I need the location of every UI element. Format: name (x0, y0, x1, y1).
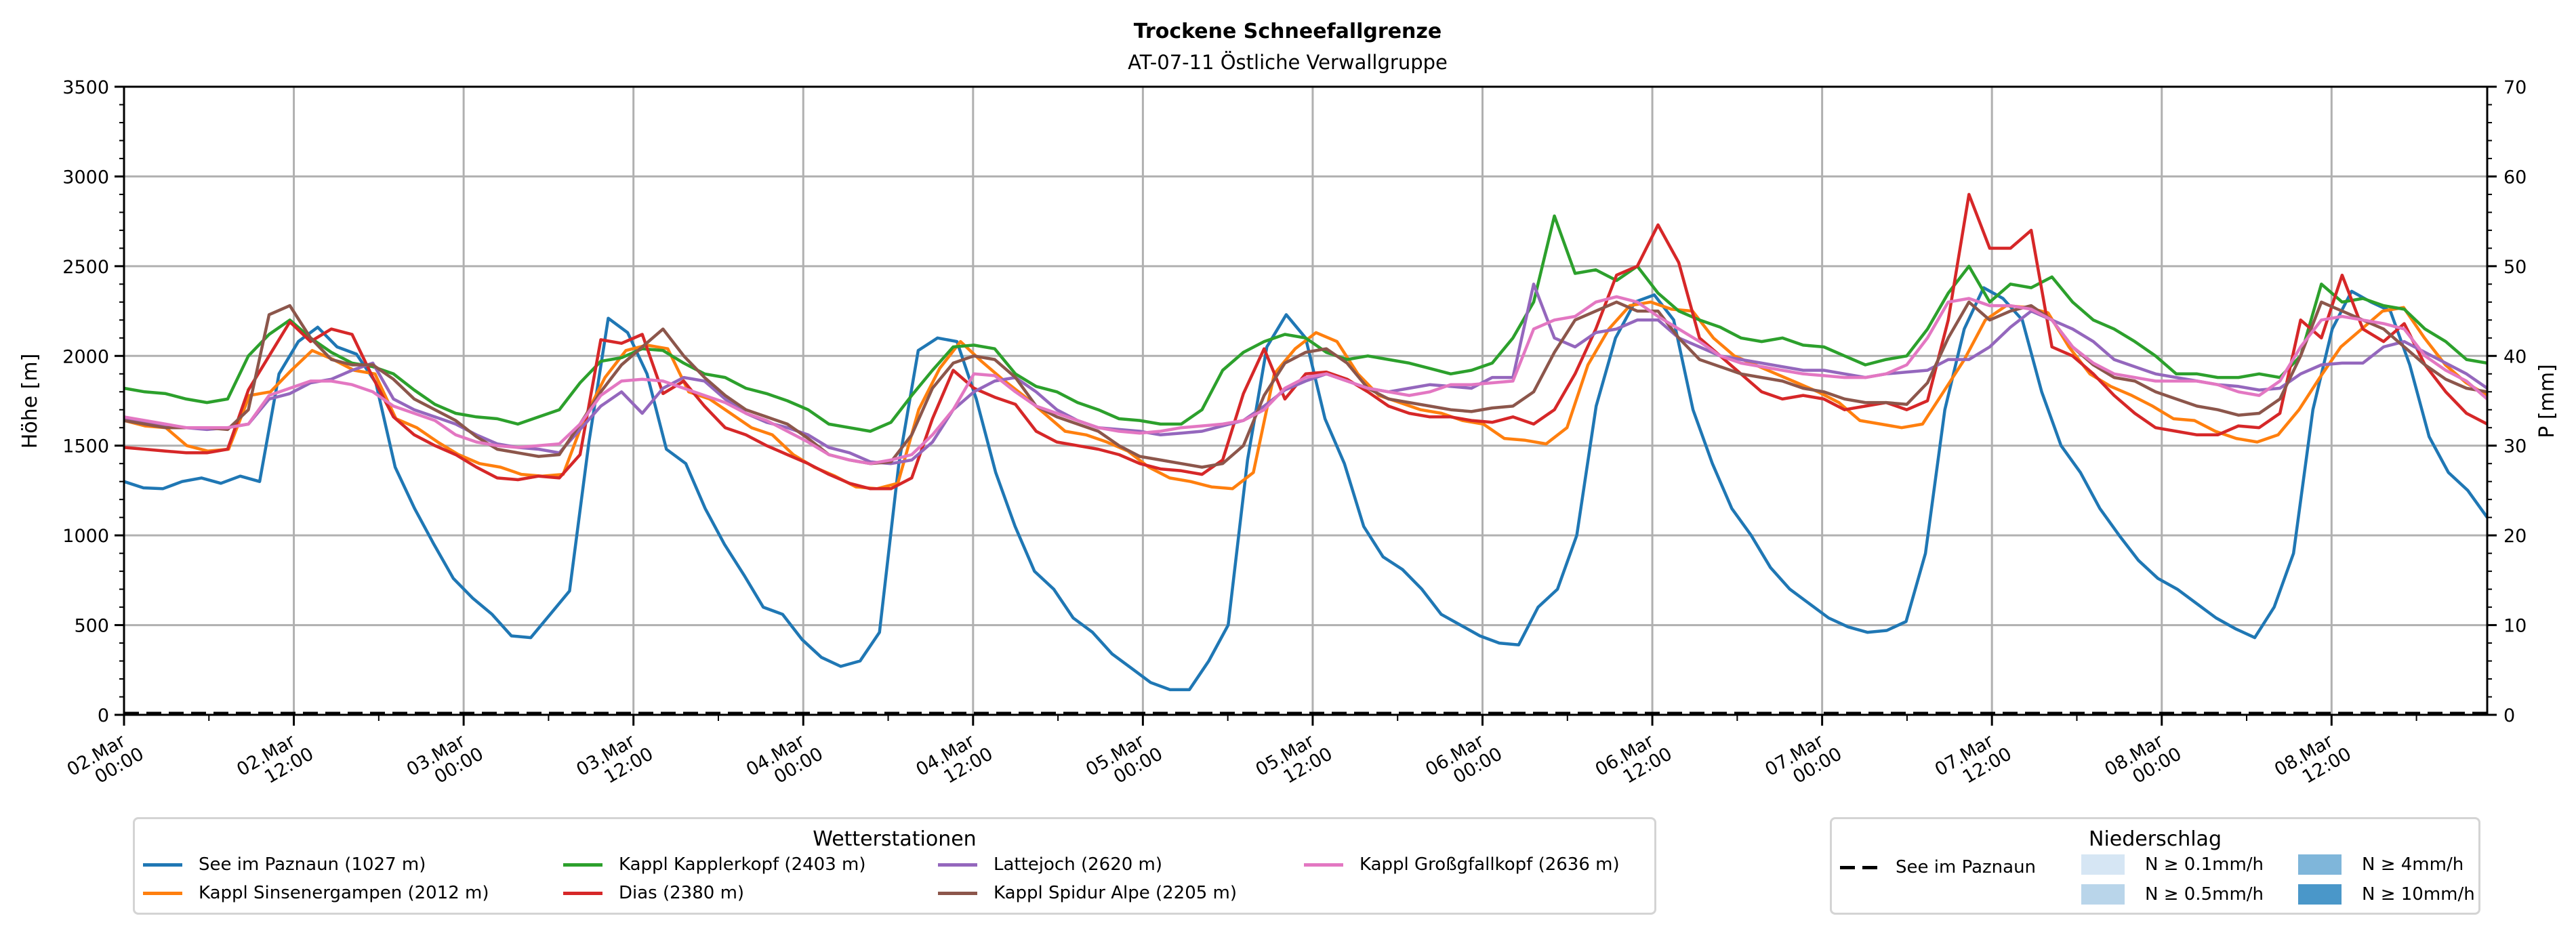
legend-swatch (2081, 884, 2125, 905)
chart: Trockene Schneefallgrenze AT-07-11 Östli… (18, 20, 2559, 788)
y-tick-label: 1500 (62, 436, 109, 457)
y-axis-right: 0 10 20 30 40 50 60 70 (2487, 77, 2527, 726)
plot-frame (123, 85, 2489, 716)
y-tick-label: 500 (74, 616, 109, 637)
legend-item: N ≥ 0.5mm/h (2081, 884, 2264, 905)
y-right-tick-label: 70 (2503, 77, 2527, 98)
y-right-tick-label: 30 (2503, 436, 2527, 457)
legend-precip: Niederschlag See im Paznaun N ≥ 0.1mm/h … (1830, 817, 2480, 915)
legend-item: N ≥ 0.1mm/h (2081, 854, 2264, 875)
y-right-tick-label: 0 (2503, 705, 2515, 726)
y-axis-label-left: Höhe [m] (18, 354, 42, 449)
series-line-kappl-sinsenergampen-2012-m (123, 300, 2489, 491)
y-right-tick-label: 10 (2503, 616, 2527, 637)
legend-label: N ≥ 0.1mm/h (2145, 854, 2264, 875)
legend-item: Kappl Großgfallkopf (2636 m) (1304, 854, 1620, 875)
legend-swatch (938, 863, 977, 867)
legend-item: See im Paznaun (1027 m) (143, 854, 426, 875)
legend-item: Kappl Sinsenergampen (2012 m) (143, 883, 489, 903)
y-right-tick-label: 50 (2503, 257, 2527, 278)
legend-label: Dias (2380 m) (619, 883, 745, 903)
legend-label: N ≥ 10mm/h (2362, 884, 2475, 905)
legend-swatch-dashed (1840, 865, 1879, 869)
legend-precip-title: Niederschlag (2089, 827, 2222, 851)
series-line-dias-2380-m (123, 192, 2489, 491)
series-line-kappl-gro-gfallkopf-2636-m (123, 295, 2489, 465)
legend-item: Lattejoch (2620 m) (938, 854, 1162, 875)
legend-swatch (2081, 854, 2125, 875)
y-tick-label: 3000 (62, 167, 109, 188)
chart-title: Trockene Schneefallgrenze (1134, 20, 1442, 43)
legend-swatch (2298, 854, 2342, 875)
y-tick-label: 0 (98, 705, 109, 726)
chart-subtitle: AT-07-11 Östliche Verwallgruppe (1128, 51, 1448, 74)
legend-stations: Wetterstationen See im Paznaun (1027 m) … (133, 817, 1656, 915)
legend-item: Kappl Spidur Alpe (2205 m) (938, 883, 1237, 903)
series-lines (123, 192, 2489, 692)
legend-item: N ≥ 4mm/h (2298, 854, 2463, 875)
y-right-tick-label: 60 (2503, 167, 2527, 188)
y-right-tick-label: 40 (2503, 346, 2527, 367)
series-line-kappl-spidur-alpe-2205-m (123, 300, 2488, 469)
legend-label: N ≥ 0.5mm/h (2145, 884, 2264, 905)
legend-swatch (143, 891, 182, 895)
legend-label: N ≥ 4mm/h (2362, 854, 2464, 875)
legend-label: Kappl Kapplerkopf (2403 m) (619, 854, 866, 875)
legend-label: Lattejoch (2620 m) (994, 854, 1163, 875)
legend-label: Kappl Großgfallkopf (2636 m) (1359, 854, 1620, 875)
y-right-tick-label: 20 (2503, 526, 2527, 547)
legend-item: See im Paznaun (1840, 857, 2036, 877)
legend-label: Kappl Sinsenergampen (2012 m) (199, 883, 489, 903)
legend-swatch (563, 863, 602, 867)
legend-item: N ≥ 10mm/h (2298, 884, 2475, 905)
y-tick-label: 3500 (62, 77, 109, 98)
legend-swatch (1304, 863, 1343, 867)
y-tick-label: 1000 (62, 526, 109, 547)
y-tick-label: 2500 (62, 257, 109, 278)
legend-stations-title: Wetterstationen (813, 827, 977, 851)
legend-label: Kappl Spidur Alpe (2205 m) (994, 883, 1238, 903)
y-tick-label: 2000 (62, 346, 109, 367)
legend-label: See im Paznaun (1027 m) (199, 854, 426, 875)
legend-item: Kappl Kapplerkopf (2403 m) (563, 854, 865, 875)
legend-swatch (563, 891, 602, 895)
legend-swatch (938, 891, 977, 895)
legend-item: Dias (2380 m) (563, 883, 744, 903)
legend-swatch (143, 863, 182, 867)
series-line-kappl-kapplerkopf-2403-m (123, 214, 2488, 433)
legend-label: See im Paznaun (1896, 857, 2037, 877)
grid (124, 87, 2487, 715)
legend-swatch (2298, 884, 2342, 905)
y-axis-label-right: P [mm] (2535, 364, 2559, 438)
series-line-see-im-paznaun-1027-m (123, 286, 2489, 692)
y-axis-left: 0 500 1000 1500 2000 2500 3000 3500 (62, 77, 124, 726)
